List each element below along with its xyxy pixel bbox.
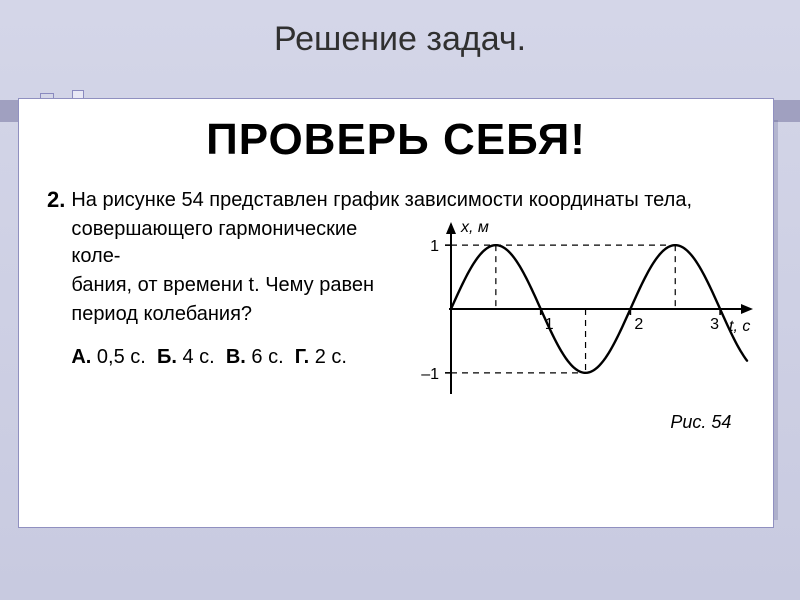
choice-A-value: 0,5 с. xyxy=(97,346,146,368)
svg-text:2: 2 xyxy=(635,316,644,333)
svg-text:3: 3 xyxy=(710,316,719,333)
choice-B-label: Б. xyxy=(157,346,177,368)
choice-B-value: 4 с. xyxy=(182,346,214,368)
question-line-1: На рисунке 54 представлен график зависим… xyxy=(71,187,761,214)
choice-D-value: 2 с. xyxy=(315,346,347,368)
question-number: 2. xyxy=(47,187,65,213)
question-line-4: период колебания? xyxy=(71,301,391,328)
content-panel: ПРОВЕРЬ СЕБЯ! 2. На рисунке 54 представл… xyxy=(18,98,774,528)
svg-text:x, м: x, м xyxy=(460,219,489,236)
question-line-3: бания, от времени t. Чему равен xyxy=(71,272,391,299)
figure-caption: Рис. 54 xyxy=(401,412,761,433)
choice-C-label: В. xyxy=(226,346,246,368)
svg-text:1: 1 xyxy=(430,238,439,255)
choice-D-label: Г. xyxy=(295,346,309,368)
choice-A-label: А. xyxy=(71,346,91,368)
svg-text:t, с: t, с xyxy=(729,318,750,335)
choice-C-value: 6 с. xyxy=(251,346,283,368)
panel-heading: ПРОВЕРЬ СЕБЯ! xyxy=(47,115,745,165)
question-line-2: совершающего гармонические коле- xyxy=(71,216,391,270)
oscillation-chart: x, мt, с–11123 xyxy=(401,216,761,406)
svg-text:–1: –1 xyxy=(422,366,440,383)
answer-choices: А. 0,5 с. Б. 4 с. В. 6 с. Г. 2 с. xyxy=(71,346,391,369)
slide-title: Решение задач. xyxy=(0,20,800,59)
